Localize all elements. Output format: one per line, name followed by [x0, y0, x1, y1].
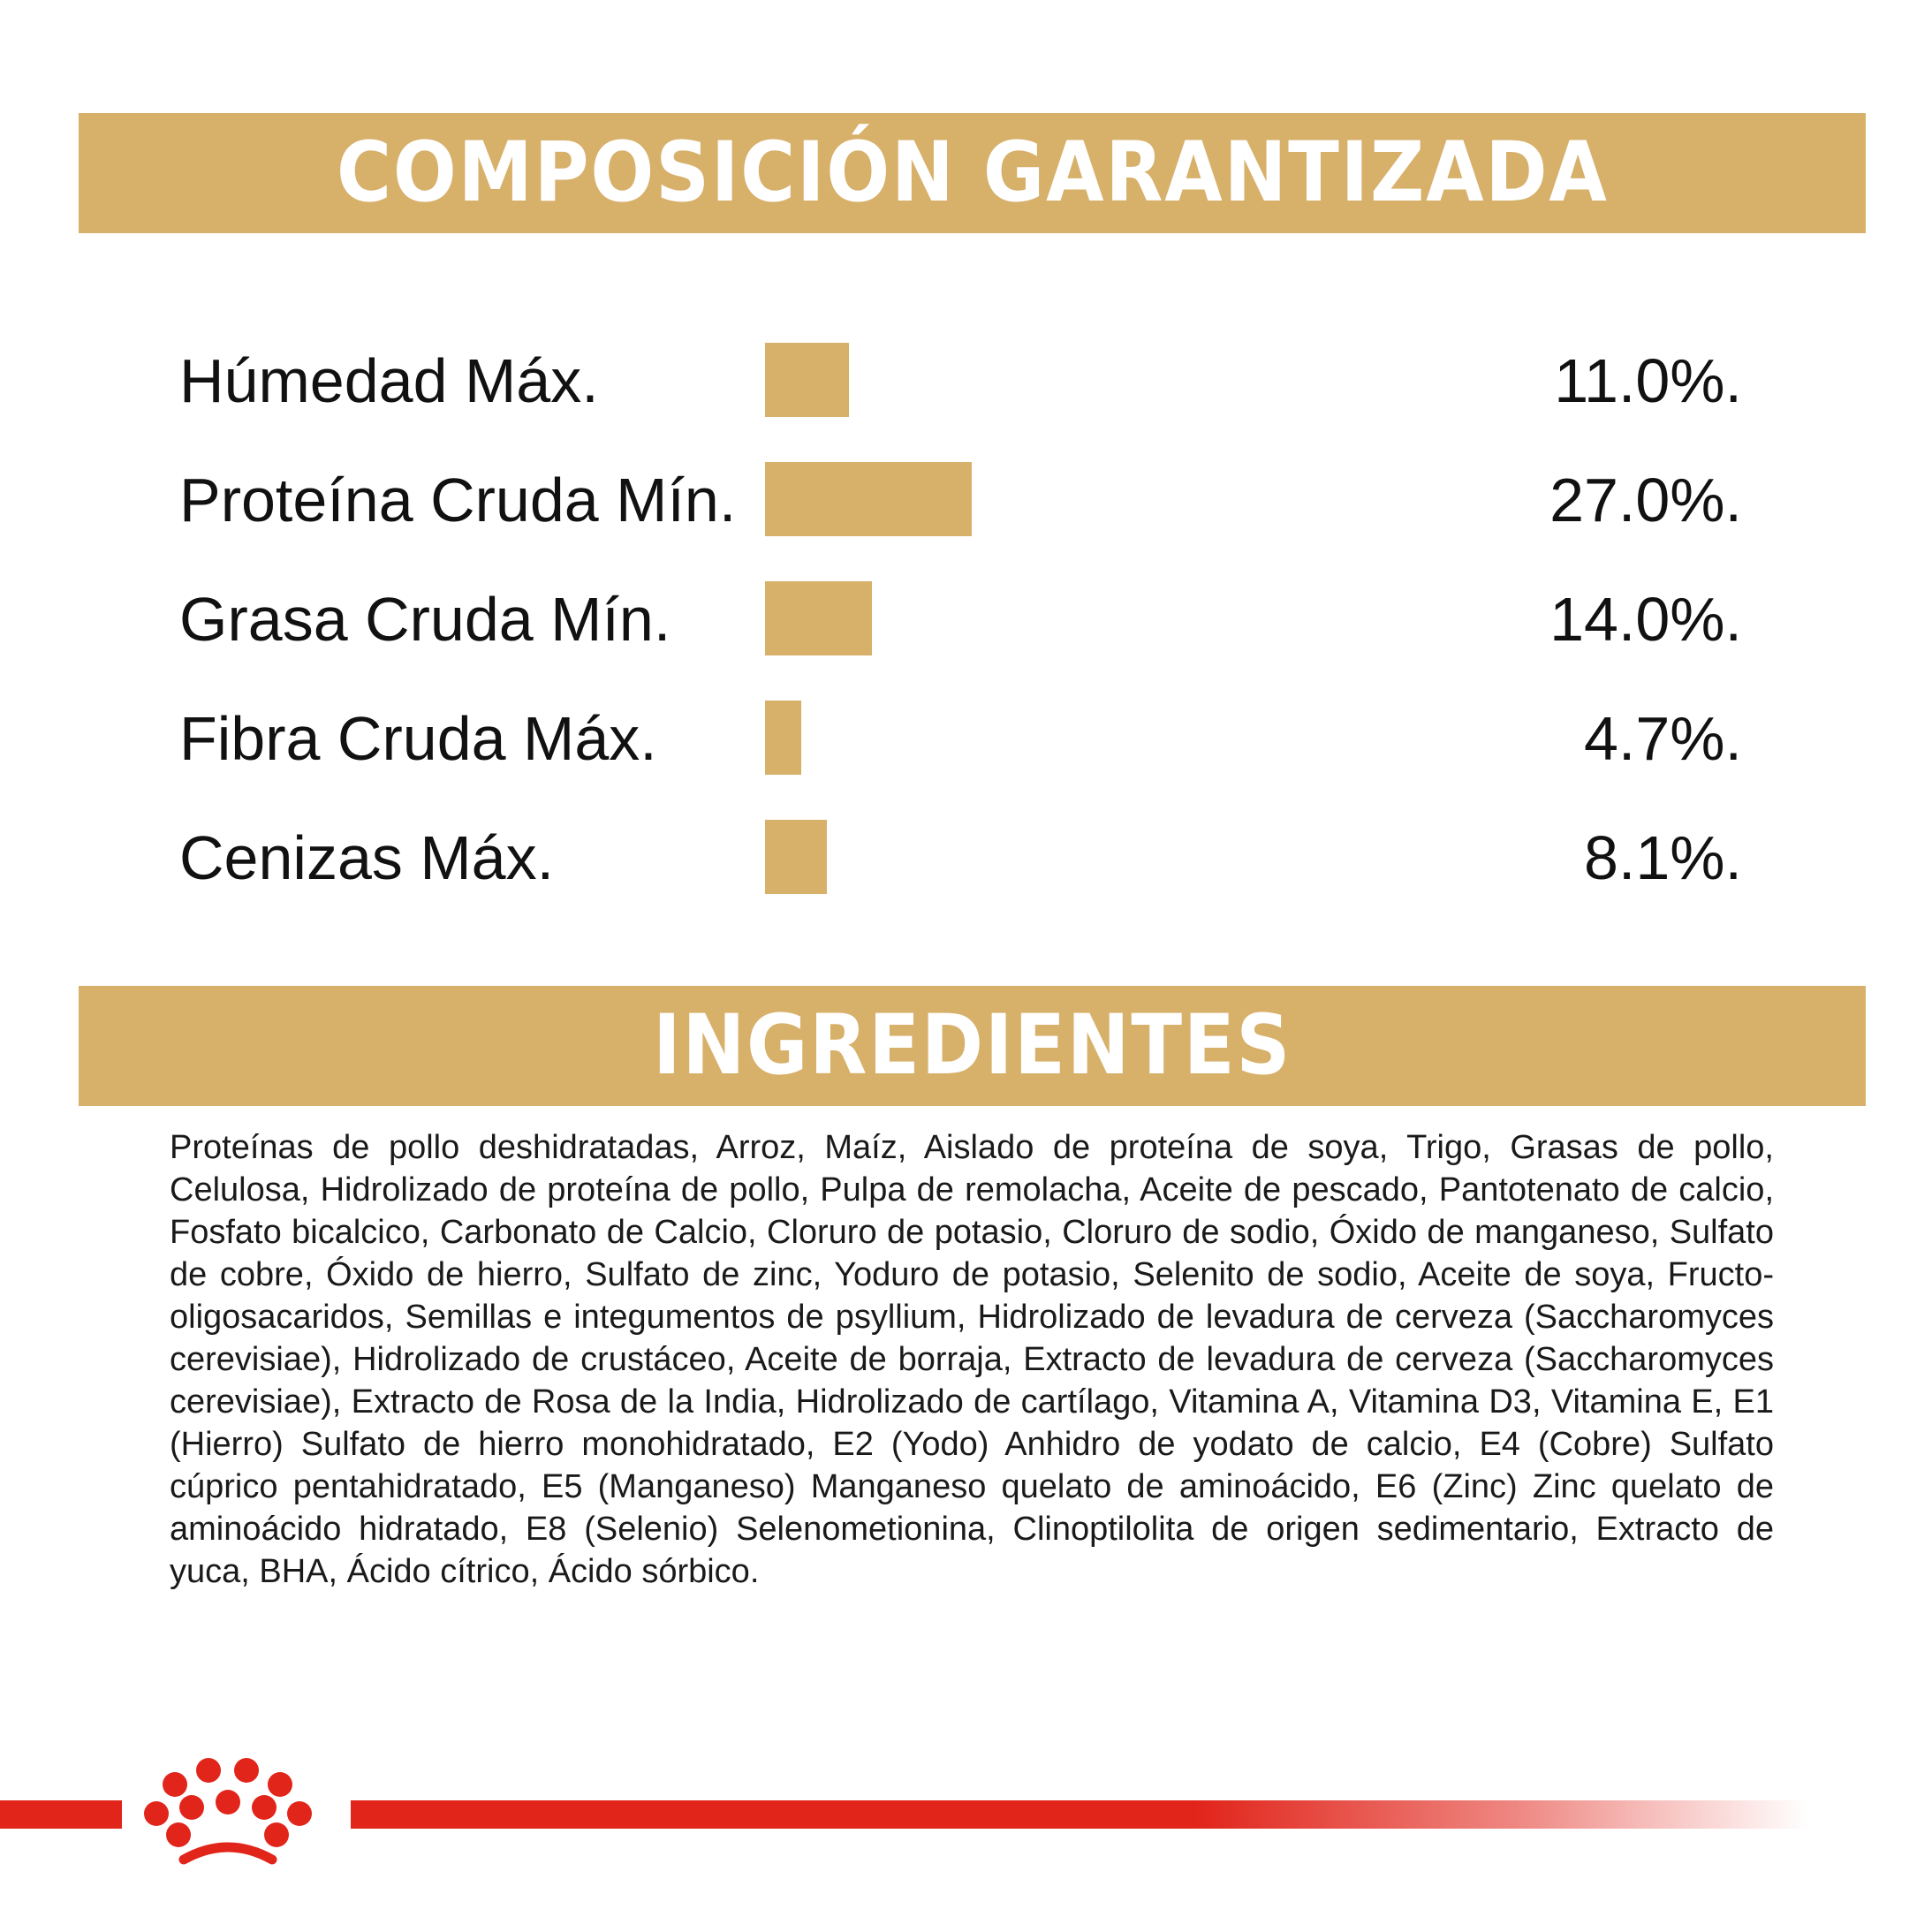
nutrient-bar — [765, 701, 801, 775]
nutrient-label: Fibra Cruda Máx. — [179, 704, 657, 773]
footer-red-line-left — [0, 1800, 122, 1829]
nutrient-row: Grasa Cruda Mín. 14.0%. — [0, 580, 1932, 659]
composition-title: COMPOSICIÓN GARANTIZADA — [336, 125, 1609, 221]
nutrient-bar — [765, 462, 972, 536]
ingredients-banner: INGREDIENTES — [79, 986, 1866, 1106]
royal-canin-crown-icon — [144, 1758, 312, 1865]
nutrient-value: 27.0%. — [1549, 466, 1742, 534]
nutrient-row: Fibra Cruda Máx. 4.7%. — [0, 699, 1932, 778]
nutrient-bar — [765, 343, 849, 417]
nutrient-value: 14.0%. — [1549, 585, 1742, 654]
nutrient-row: Proteína Cruda Mín. 27.0%. — [0, 460, 1932, 540]
nutrient-row: Húmedad Máx. 11.0%. — [0, 341, 1932, 420]
ingredients-text: Proteínas de pollo deshidratadas, Arroz,… — [170, 1129, 1774, 1590]
nutrient-value: 11.0%. — [1554, 346, 1742, 415]
nutrient-label: Húmedad Máx. — [179, 346, 599, 415]
nutrient-value: 4.7%. — [1584, 704, 1742, 773]
footer-red-line-right — [351, 1800, 1808, 1829]
nutrient-label: Cenizas Máx. — [179, 823, 555, 892]
nutrient-label: Proteína Cruda Mín. — [179, 466, 737, 534]
nutrient-row: Cenizas Máx. 8.1%. — [0, 818, 1932, 898]
composition-banner: COMPOSICIÓN GARANTIZADA — [79, 113, 1866, 233]
nutrient-value: 8.1%. — [1584, 823, 1742, 892]
nutrient-label: Grasa Cruda Mín. — [179, 585, 671, 654]
ingredients-title: INGREDIENTES — [653, 997, 1292, 1094]
nutrient-bar — [765, 820, 827, 894]
nutrient-bar — [765, 581, 872, 655]
